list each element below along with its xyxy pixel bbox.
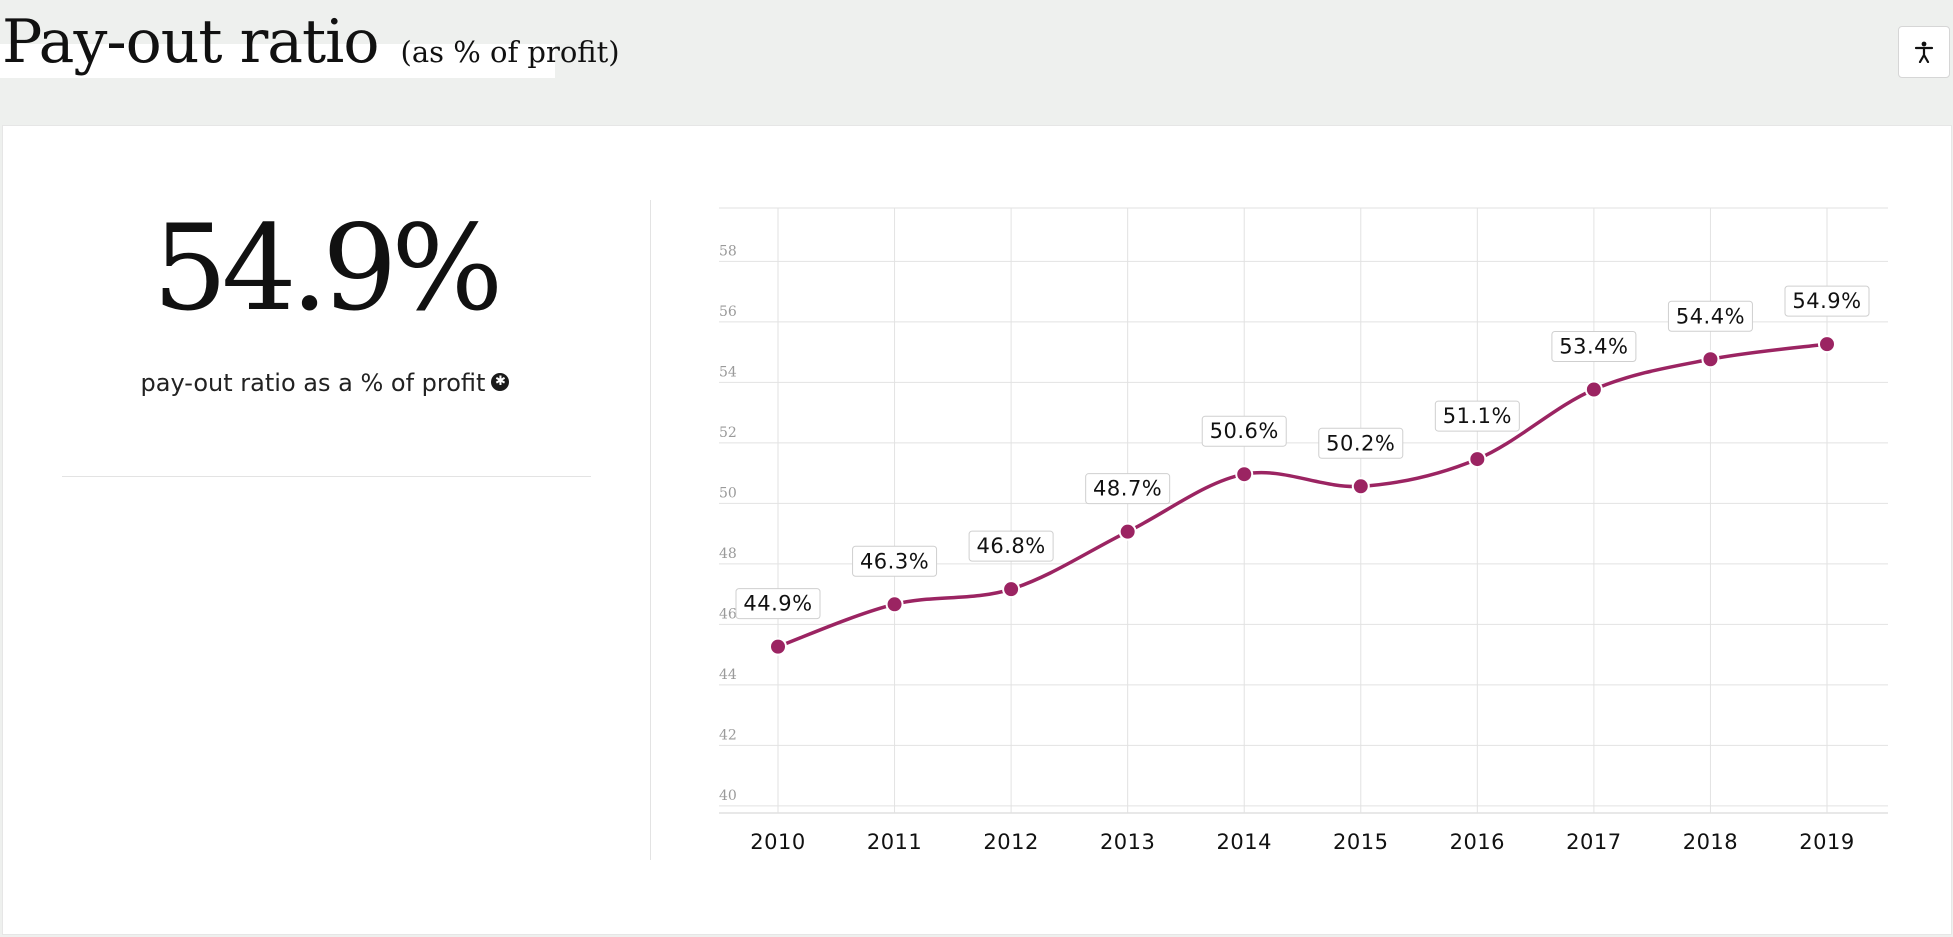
- data-label: 50.6%: [1201, 415, 1287, 447]
- data-label-text: 54.4%: [1676, 304, 1745, 328]
- x-tick-label: 2017: [1566, 830, 1621, 854]
- data-label-text: 51.1%: [1443, 404, 1512, 428]
- page-header: Pay-out ratio (as % of profit): [0, 0, 1953, 124]
- data-points: [769, 335, 1836, 656]
- data-label-box: [852, 545, 938, 577]
- data-label-box: [1551, 331, 1637, 362]
- kpi-divider: [62, 476, 591, 477]
- panel-divider: [650, 200, 651, 860]
- y-tick-label: 44: [719, 667, 737, 683]
- data-label-text: 46.8%: [977, 534, 1046, 558]
- page-title-text: Pay-out ratio: [2, 7, 379, 77]
- data-point: [1002, 580, 1021, 599]
- data-point: [1235, 465, 1254, 484]
- data-label-box: [735, 588, 821, 620]
- page-title: Pay-out ratio (as % of profit): [2, 6, 620, 88]
- data-label-text: 53.4%: [1559, 335, 1628, 359]
- kpi-value: 54.9%: [152, 199, 504, 337]
- accessibility-button[interactable]: [1898, 26, 1950, 78]
- data-point: [1468, 450, 1487, 469]
- content-panel: [2, 125, 1952, 935]
- kpi-caption: pay-out ratio as a % of profit ✱: [0, 366, 650, 400]
- data-point: [1584, 380, 1603, 399]
- data-label-box: [1784, 285, 1870, 317]
- x-tick-label: 2010: [750, 830, 805, 854]
- y-tick-label: 58: [719, 243, 737, 259]
- data-point: [1351, 477, 1370, 496]
- kpi-caption-text: pay-out ratio as a % of profit: [140, 369, 486, 397]
- data-point: [885, 595, 904, 614]
- data-label-text: 50.2%: [1326, 431, 1395, 455]
- data-label-text: 46.3%: [860, 549, 929, 573]
- info-icon[interactable]: ✱: [491, 373, 510, 391]
- x-tick-label: 2018: [1683, 830, 1738, 854]
- data-point: [1118, 522, 1137, 541]
- accessibility-icon: [1914, 41, 1934, 63]
- data-label-text: 44.9%: [743, 592, 812, 616]
- y-tick-label: 40: [719, 788, 737, 804]
- data-label-box: [968, 530, 1054, 562]
- chart-grid: [719, 207, 1888, 814]
- x-tick-label: 2019: [1799, 830, 1854, 854]
- series-line: [777, 342, 1828, 649]
- data-label: 51.1%: [1434, 400, 1520, 432]
- y-tick-label: 46: [719, 606, 737, 622]
- y-axis: 40 42 44 46 48 50 52 54 56 58: [719, 243, 737, 804]
- data-point: [1818, 335, 1836, 354]
- data-label-box: [1667, 300, 1753, 332]
- page-subtitle: (as % of profit): [400, 35, 620, 69]
- data-point: [769, 637, 787, 656]
- y-tick-label: 50: [719, 485, 737, 501]
- y-tick-label: 42: [719, 727, 737, 743]
- data-label: 50.2%: [1318, 427, 1404, 459]
- data-label-box: [1434, 400, 1520, 432]
- data-label: 54.9%: [1784, 285, 1870, 317]
- data-label: 48.7%: [1085, 473, 1171, 505]
- y-tick-label: 54: [719, 364, 737, 380]
- title-block: Pay-out ratio (as % of profit): [0, 4, 620, 78]
- data-label: 44.9%: [735, 588, 821, 620]
- data-label-text: 54.9%: [1792, 289, 1861, 313]
- data-label: 46.8%: [968, 530, 1054, 562]
- y-tick-label: 52: [719, 425, 737, 441]
- x-tick-label: 2013: [1100, 830, 1155, 854]
- data-label-box: [1318, 427, 1404, 459]
- data-point: [1701, 350, 1720, 369]
- y-tick-label: 48: [719, 546, 737, 562]
- data-label-box: [1201, 415, 1287, 447]
- data-label: 46.3%: [852, 545, 938, 577]
- data-label-box: [1085, 473, 1171, 505]
- x-axis: 2010 2011 2012 2013 2014 2015 2016 2017 2018 2019: [750, 830, 1854, 854]
- x-tick-label: 2014: [1216, 830, 1271, 854]
- data-label-text: 50.6%: [1210, 419, 1279, 443]
- data-label: 54.4%: [1667, 300, 1753, 332]
- y-tick-label: 56: [719, 304, 737, 320]
- x-tick-label: 2016: [1450, 830, 1505, 854]
- x-tick-label: 2011: [867, 830, 922, 854]
- data-labels: 44.9% 46.3% 46.8% 48.7% 50.6% 50.2% 51.1% 53.4%…: [735, 285, 1870, 620]
- data-label-text: 48.7%: [1093, 477, 1162, 501]
- x-tick-label: 2012: [983, 830, 1038, 854]
- data-label: 53.4%: [1551, 331, 1637, 362]
- x-tick-label: 2015: [1333, 830, 1388, 854]
